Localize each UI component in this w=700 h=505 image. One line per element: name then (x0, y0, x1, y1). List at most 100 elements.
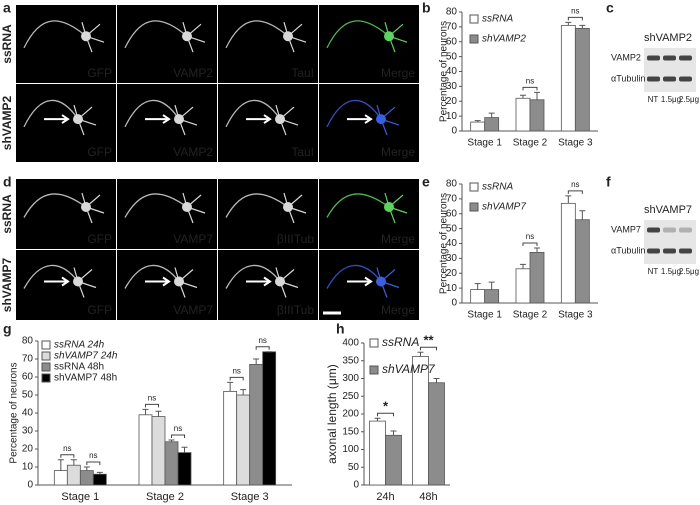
soma (283, 202, 293, 212)
bar (529, 252, 545, 304)
neurite (283, 192, 307, 224)
neurite (283, 22, 307, 53)
neurite (81, 192, 105, 224)
channel-label: Merge (381, 303, 415, 317)
error-bar (240, 389, 247, 395)
soma (73, 276, 83, 287)
y-tick-label: 30 (446, 81, 458, 92)
y-tick-label: 20 (446, 96, 458, 107)
significance-label: ns (232, 367, 240, 376)
bar (529, 99, 545, 132)
neurite (384, 22, 408, 53)
neurite (182, 22, 206, 53)
error-bar (488, 281, 495, 290)
error-bar (181, 446, 188, 453)
bar (223, 390, 238, 486)
micrograph (218, 179, 318, 249)
bar (164, 441, 179, 486)
x-tick-label: Stage 2 (513, 310, 548, 321)
panel-label: h (336, 321, 345, 337)
soma (81, 202, 91, 212)
blot-title: shVAMP2 (644, 32, 692, 44)
blot (644, 48, 696, 92)
y-tick-label: 80 (446, 7, 458, 18)
legend-label: ssRNA (382, 335, 419, 349)
legend-swatch (469, 182, 479, 192)
y-tick-label: 50 (446, 223, 458, 234)
micrograph (218, 250, 318, 320)
x-tick-label: 48h (419, 491, 437, 503)
error-bar (57, 459, 64, 471)
significance-bracket (522, 242, 538, 246)
significance-bracket (145, 403, 159, 408)
band (663, 76, 676, 82)
soma (384, 31, 394, 42)
soma (275, 114, 285, 125)
bar (66, 464, 81, 486)
y-axis-label: Percentage of neurons (9, 362, 20, 463)
channel-label: GFP (87, 145, 112, 159)
panel-label: b (422, 0, 431, 16)
error-bar (227, 381, 234, 392)
legend-swatch (469, 34, 479, 44)
neurite (326, 99, 382, 128)
neurite (174, 104, 198, 136)
neurite (124, 99, 180, 128)
legend-label: shVAMP7 24h (54, 351, 118, 362)
arrow (246, 276, 272, 287)
significance-bracket (377, 412, 394, 417)
channel-label: TauI (291, 66, 314, 80)
arrow (44, 114, 70, 124)
legend-label: ssRNA (482, 14, 513, 25)
blot-title: shVAMP7 (644, 204, 692, 216)
error-bar (417, 351, 424, 357)
band-label: VAMP2 (611, 52, 641, 62)
y-tick-label: 40 (446, 66, 458, 77)
significance-bracket (567, 16, 583, 21)
neurite (326, 20, 390, 49)
bar (484, 117, 500, 132)
significance-bracket (567, 190, 583, 194)
significance-label: ns (174, 424, 182, 433)
y-tick-label: 10 (22, 462, 34, 473)
neurite (326, 193, 390, 218)
y-tick-label: 70 (446, 22, 458, 33)
y-axis-label: Percentage of neurons (439, 21, 450, 122)
error-bar (579, 24, 586, 29)
micrograph (117, 84, 217, 162)
bar (53, 470, 68, 486)
legend-swatch (41, 362, 51, 372)
significance-label: ns (571, 7, 579, 16)
band (647, 227, 660, 233)
error-bar (520, 263, 526, 269)
micrograph (117, 5, 217, 83)
neurite (23, 20, 87, 49)
significance-label: ns (63, 444, 71, 453)
channel-label: Merge (381, 145, 415, 159)
x-tick-label: Stage 1 (467, 138, 502, 149)
micrograph (117, 179, 217, 249)
significance-bracket (522, 86, 538, 91)
neurite (124, 264, 180, 289)
bar (574, 27, 590, 132)
significance-label: ** (423, 333, 434, 348)
soma (275, 276, 285, 287)
band-label: αTubulin (611, 245, 645, 255)
arrow (246, 114, 272, 124)
neurite (124, 193, 188, 218)
legend-swatch (469, 14, 479, 24)
neurite (376, 267, 400, 298)
bar (574, 219, 590, 304)
y-tick-label: 80 (446, 179, 458, 190)
bar (79, 470, 94, 486)
neurite (124, 20, 188, 49)
error-bar (534, 91, 540, 100)
row-label: ssRNA (0, 24, 14, 64)
channel-label: VAMP2 (173, 145, 213, 159)
lane-label: 2.5μg (679, 267, 699, 276)
band (663, 248, 676, 254)
channel-label: GFP (87, 303, 112, 317)
x-tick-label: Stage 1 (61, 491, 99, 503)
error-bar (565, 195, 572, 204)
micrograph (117, 250, 217, 320)
